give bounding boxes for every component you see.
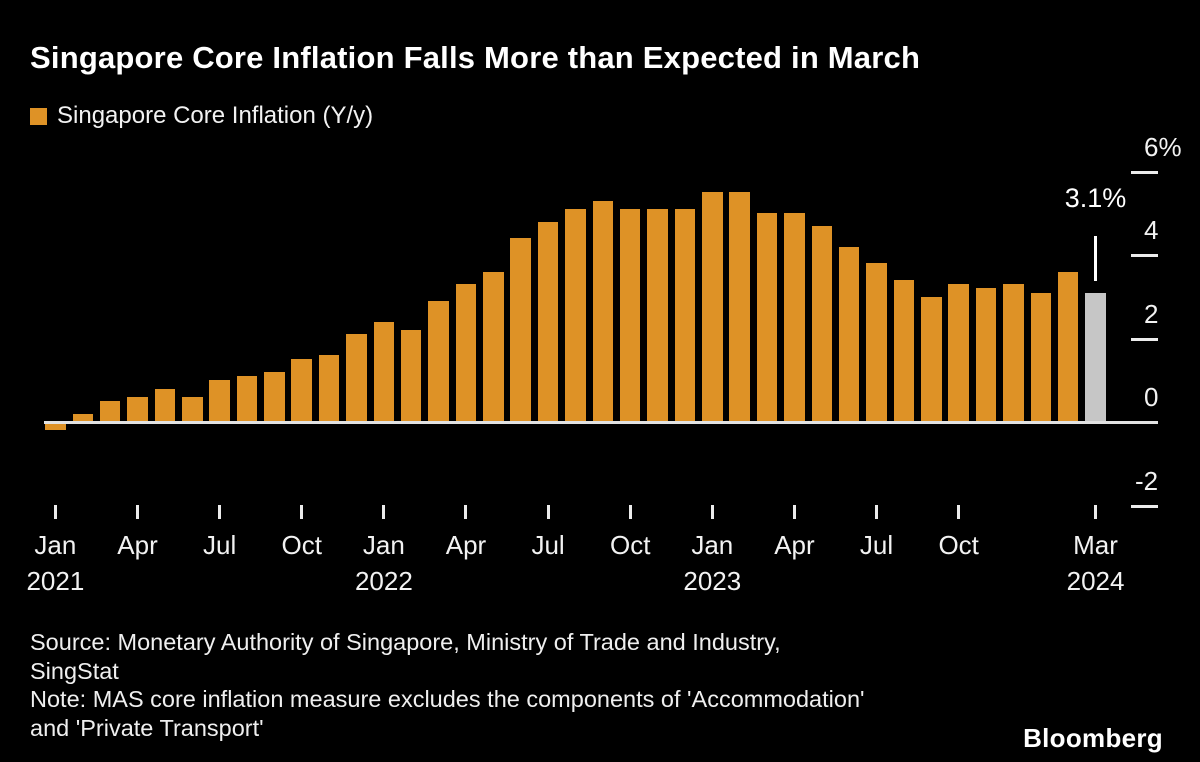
bar [811, 225, 833, 422]
bar [400, 330, 422, 422]
legend-label: Singapore Core Inflation (Y/y) [57, 102, 374, 129]
x-axis-tick [546, 505, 550, 519]
bar [483, 271, 504, 422]
bar [127, 396, 148, 422]
x-axis-month-label: Oct [281, 530, 322, 560]
bar [948, 284, 969, 422]
x-axis-tick [382, 505, 386, 519]
x-axis-month-label: Mar [1073, 530, 1118, 560]
bar [510, 238, 531, 422]
bar [428, 300, 449, 422]
x-axis-month-label: Jul [531, 530, 565, 560]
x-axis-month-label: Oct [938, 530, 979, 560]
bar [99, 401, 121, 422]
bar [592, 200, 614, 422]
x-axis-tick [136, 505, 140, 519]
x-axis-month-label: Jan [34, 530, 77, 560]
bar [1030, 292, 1052, 422]
bar [209, 380, 230, 422]
x-axis-year-label: 2024 [1066, 566, 1125, 596]
annotation-value-label: 3.1% [1064, 183, 1127, 213]
bar [318, 355, 340, 422]
y-axis-tick [1131, 337, 1158, 341]
bar [373, 321, 395, 422]
x-axis-month-label: Apr [117, 530, 158, 560]
bar [565, 209, 586, 422]
y-axis-label: 0 [1144, 382, 1159, 412]
bar [291, 359, 312, 422]
bar [1057, 271, 1079, 422]
y-axis-label: 6% [1144, 131, 1182, 162]
bar [975, 288, 997, 422]
bar [1003, 284, 1024, 422]
note-line-1: Note: MAS core inflation measure exclude… [30, 686, 865, 712]
x-axis-tick [875, 505, 879, 519]
bar [264, 371, 285, 422]
annotation-pointer-line [1094, 236, 1098, 281]
x-axis-tick [792, 505, 796, 519]
bloomberg-logo: Bloomberg [1023, 723, 1163, 753]
bar [346, 334, 367, 422]
bar [702, 192, 723, 422]
zero-axis-line [44, 421, 1158, 424]
y-axis-tick [1131, 170, 1158, 174]
y-axis-label: 2 [1144, 298, 1159, 329]
x-axis-year-label: 2023 [683, 566, 742, 596]
bar [182, 396, 203, 422]
source-line-1: Source: Monetary Authority of Singapore,… [30, 629, 781, 655]
bar [647, 209, 668, 422]
x-axis-tick [53, 505, 57, 519]
y-axis-label: -2 [1135, 465, 1159, 496]
x-axis-tick [1094, 505, 1098, 519]
legend: Singapore Core Inflation (Y/y) [30, 102, 374, 129]
x-axis-tick [628, 505, 632, 519]
bar [45, 422, 66, 431]
y-axis-tick [1131, 504, 1158, 508]
y-axis-label: 4 [1144, 215, 1159, 245]
x-axis-month-label: Apr [774, 530, 815, 560]
x-axis-tick [464, 505, 468, 519]
chart-title: Singapore Core Inflation Falls More than… [30, 40, 921, 75]
bar [838, 246, 860, 422]
note-line-2: and 'Private Transport' [30, 714, 264, 741]
bar [784, 213, 805, 422]
x-axis-tick [710, 505, 714, 519]
legend-swatch-icon [30, 107, 47, 125]
bar [72, 413, 94, 422]
bar [756, 213, 778, 422]
bar [674, 209, 696, 422]
bar [619, 209, 641, 422]
x-axis-tick [300, 505, 304, 519]
bar [455, 284, 477, 422]
plot-area: 3.1% 6% 4 2 0 -2 Jan 2021 Apr Jul Oct Jan 2022 Apr Ju… [26, 131, 1182, 597]
source-line-2: SingStat [30, 657, 119, 684]
bar-highlighted [1085, 292, 1106, 422]
bar [236, 376, 258, 422]
bar [537, 221, 559, 422]
x-axis-year-label: 2022 [354, 566, 413, 596]
bar [866, 263, 887, 422]
x-axis-month-label: Jan [691, 530, 734, 560]
bar [893, 280, 915, 422]
y-axis-tick [1131, 254, 1158, 257]
bar [921, 296, 942, 422]
x-axis-tick [218, 505, 222, 519]
x-axis-month-label: Jul [203, 530, 237, 560]
bar [729, 192, 750, 422]
x-axis-month-label: Apr [445, 530, 487, 560]
x-axis-month-label: Jul [859, 530, 894, 560]
footnote-block: Source: Monetary Authority of Singapore,… [30, 628, 865, 742]
x-axis-month-label: Jan [362, 530, 405, 560]
x-axis-year-label: 2021 [26, 566, 85, 596]
x-axis-tick [957, 505, 961, 519]
bar [154, 388, 176, 422]
x-axis-month-label: Oct [609, 530, 651, 560]
